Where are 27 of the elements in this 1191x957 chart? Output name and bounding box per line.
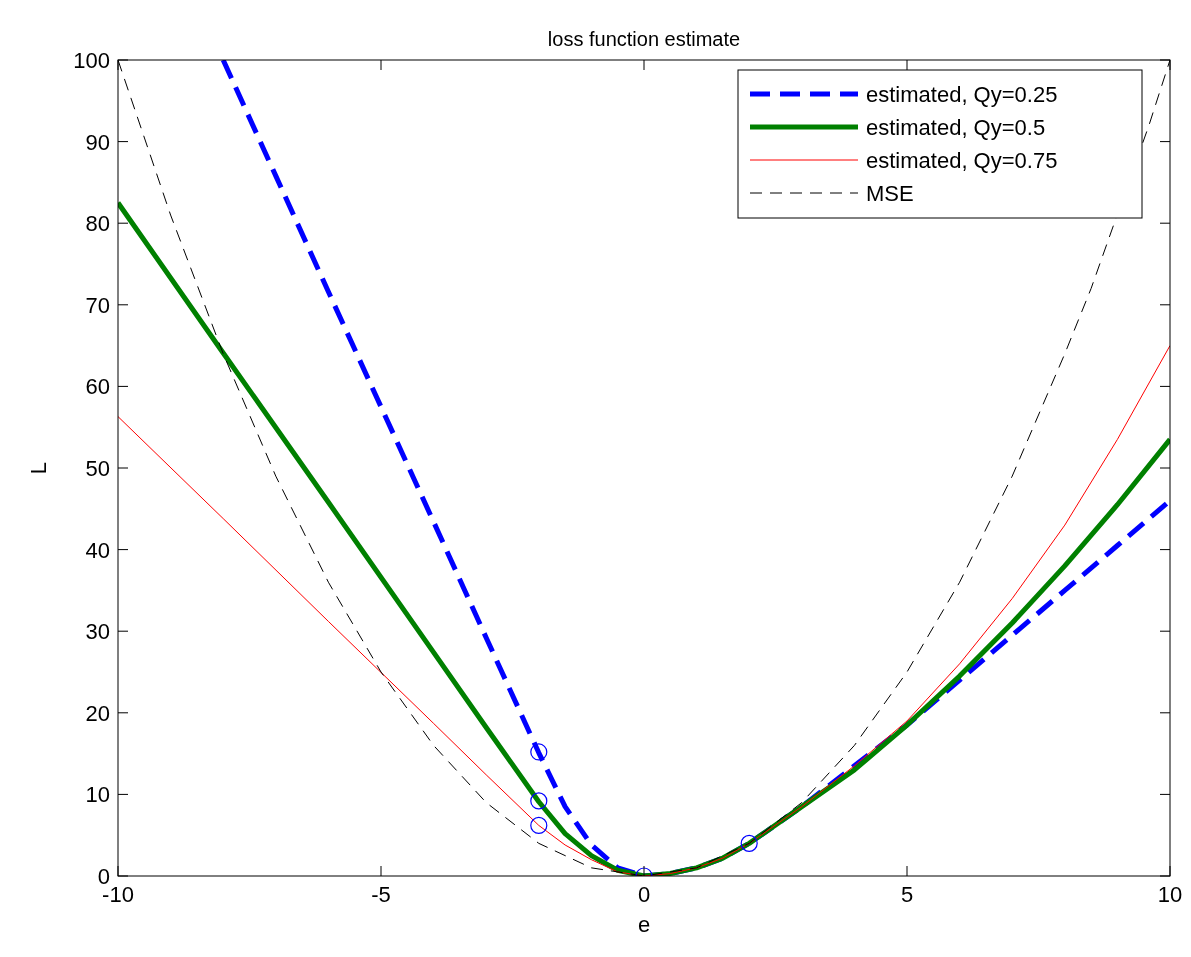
y-tick-label: 100 xyxy=(73,48,110,73)
point xyxy=(530,792,548,810)
y-tick-label: 70 xyxy=(85,292,110,318)
x-tick-label: -5 xyxy=(371,882,391,907)
y-tick-label: 40 xyxy=(85,537,110,563)
legend-label: estimated, Qy=0.5 xyxy=(866,115,1046,140)
y-tick-label: 30 xyxy=(85,619,110,645)
legend-label: estimated, Qy=0.25 xyxy=(866,82,1058,107)
y-tick-label: 50 xyxy=(85,456,110,481)
y-tick-label: 80 xyxy=(85,211,110,237)
chart-title: loss function estimate xyxy=(547,28,741,50)
point xyxy=(740,834,758,852)
y-tick-label: 0 xyxy=(97,864,110,889)
x-tick-label: 5 xyxy=(900,882,914,907)
legend-label: MSE xyxy=(866,181,914,206)
x-axis-title: e xyxy=(637,912,651,937)
y-tick-label: 10 xyxy=(85,782,110,808)
y-axis-title: L xyxy=(26,461,51,475)
x-tick-label: 10 xyxy=(1157,882,1183,907)
legend-label: estimated, Qy=0.75 xyxy=(866,148,1058,173)
line-series xyxy=(118,345,1170,876)
point xyxy=(530,816,548,835)
point xyxy=(530,743,548,761)
y-tick-label: 20 xyxy=(85,700,110,726)
x-tick-label: 0 xyxy=(637,882,651,907)
y-tick-label: 90 xyxy=(85,129,110,155)
y-tick-label: 60 xyxy=(85,374,110,400)
